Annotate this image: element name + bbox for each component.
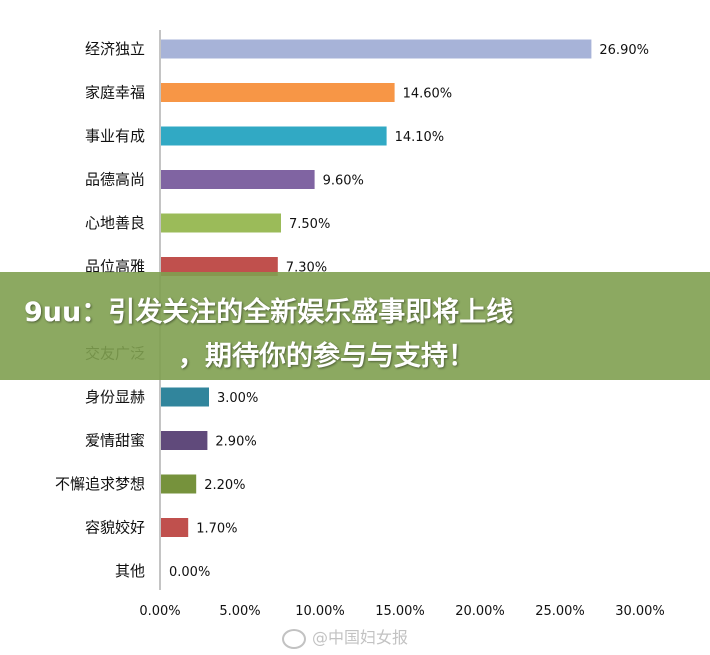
watermark: @中国妇女报 bbox=[282, 624, 408, 649]
data-label: 0.00% bbox=[169, 565, 210, 580]
bar bbox=[161, 39, 592, 59]
bar bbox=[161, 170, 315, 189]
bar bbox=[161, 126, 387, 146]
data-label: 14.60% bbox=[403, 87, 453, 102]
x-tick-label: 30.00% bbox=[615, 604, 665, 619]
x-tick-label: 20.00% bbox=[455, 604, 505, 619]
watermark-text: @中国妇女报 bbox=[312, 628, 409, 647]
data-label: 7.50% bbox=[289, 217, 330, 232]
category-label: 事业有成 bbox=[85, 127, 145, 145]
data-label: 7.30% bbox=[286, 261, 327, 276]
bar bbox=[161, 431, 208, 450]
bar bbox=[161, 474, 197, 494]
bar bbox=[161, 387, 209, 407]
category-label: 容貌姣好 bbox=[85, 519, 145, 537]
data-label: 26.90% bbox=[599, 43, 649, 58]
category-label: 心地善良 bbox=[85, 214, 145, 232]
data-label: 1.70% bbox=[196, 522, 237, 537]
data-label: 3.00% bbox=[217, 391, 258, 406]
category-label: 其他 bbox=[115, 562, 145, 580]
data-label: 14.10% bbox=[395, 130, 445, 145]
data-label: 2.20% bbox=[204, 478, 245, 493]
x-tick-label: 5.00% bbox=[219, 604, 260, 619]
bar bbox=[161, 518, 189, 537]
category-label: 经济独立 bbox=[85, 40, 145, 58]
data-label: 2.90% bbox=[215, 435, 256, 450]
banner-title-line-1: 9uu：引发关注的全新娱乐盛事即将上线 bbox=[24, 297, 514, 328]
x-tick-label: 25.00% bbox=[535, 604, 585, 619]
x-tick-label: 15.00% bbox=[375, 604, 425, 619]
category-label: 品位高雅 bbox=[85, 258, 145, 276]
x-tick-label: 0.00% bbox=[139, 604, 180, 619]
bar bbox=[161, 257, 278, 276]
banner-title-line-2: ，期待你的参与与支持！ bbox=[178, 341, 475, 372]
bar bbox=[161, 213, 281, 233]
category-label: 身份显赫 bbox=[85, 388, 145, 406]
category-label: 不懈追求梦想 bbox=[55, 475, 145, 493]
overlay-banner: 9uu：引发关注的全新娱乐盛事即将上线 ，期待你的参与与支持！ bbox=[0, 272, 710, 380]
x-tick-label: 10.00% bbox=[295, 604, 345, 619]
category-label: 爱情甜蜜 bbox=[85, 432, 145, 450]
weibo-icon bbox=[282, 628, 306, 649]
category-label: 品德高尚 bbox=[85, 171, 145, 189]
bar bbox=[161, 83, 395, 102]
data-label: 9.60% bbox=[323, 174, 364, 189]
category-label: 家庭幸福 bbox=[85, 84, 145, 102]
